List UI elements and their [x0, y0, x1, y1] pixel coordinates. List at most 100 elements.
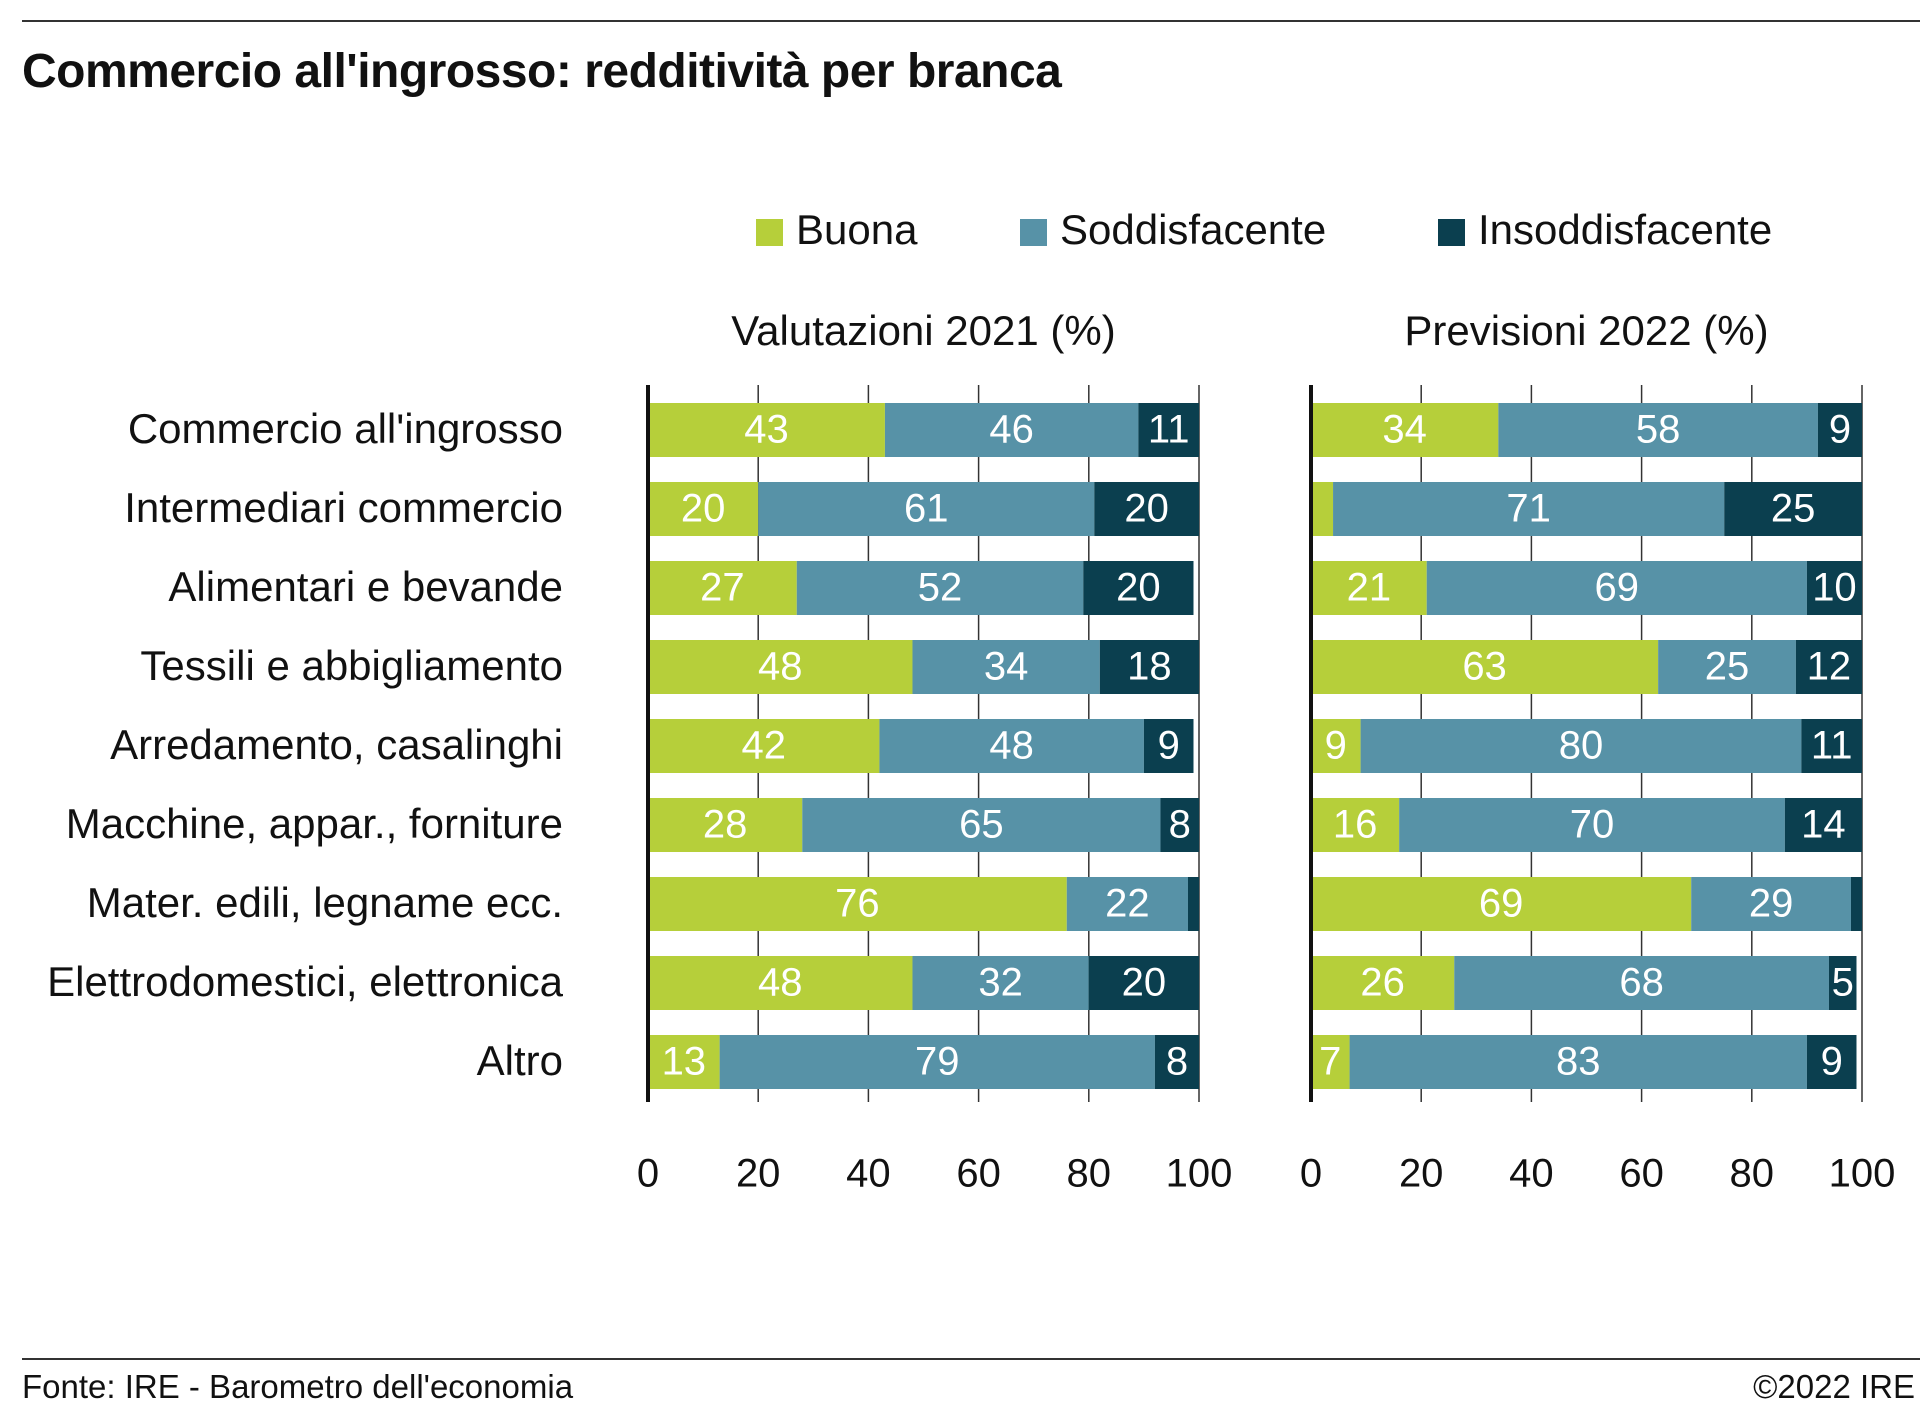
bar-segment: [1154, 1035, 1199, 1089]
bar-segment: [1806, 561, 1862, 615]
x-tick-label: 20: [736, 1152, 781, 1196]
bar-segment: [1817, 403, 1862, 457]
bar-segment: [648, 1035, 720, 1089]
data-label: 43: [744, 408, 789, 452]
bar-segment: [648, 956, 913, 1010]
bar-segment: [1094, 482, 1199, 536]
data-label: 32: [978, 961, 1023, 1005]
bar-segment: [719, 1035, 1155, 1089]
data-label: 48: [758, 645, 803, 689]
data-label: 26: [1360, 961, 1405, 1005]
bar-segment: [1099, 640, 1199, 694]
data-label: 18: [1127, 645, 1172, 689]
bar-segment: [1399, 798, 1785, 852]
category-label: Elettrodomestici, elettronica: [47, 958, 564, 1005]
category-label: Tessili e abbigliamento: [140, 642, 563, 689]
bar-segment: [648, 798, 803, 852]
data-label: 13: [662, 1040, 707, 1084]
x-tick-label: 60: [1619, 1152, 1664, 1196]
data-label: 48: [989, 724, 1034, 768]
data-label: 9: [1821, 1040, 1843, 1084]
data-label: 20: [1122, 961, 1167, 1005]
bar-segment: [1360, 719, 1802, 773]
bar-segment: [1850, 877, 1862, 931]
data-label: 29: [1749, 882, 1794, 926]
data-label: 28: [703, 803, 748, 847]
bar-segment: [1160, 798, 1199, 852]
bar-segment: [1083, 561, 1194, 615]
bar-segment: [1311, 956, 1455, 1010]
bar-segment: [802, 798, 1161, 852]
bar-segment: [1426, 561, 1807, 615]
data-label: 76: [835, 882, 880, 926]
bar-segment: [1311, 482, 1334, 536]
bar-segment: [884, 403, 1139, 457]
data-label: 70: [1570, 803, 1615, 847]
bar-segment: [1138, 403, 1199, 457]
bar-segment: [1311, 640, 1659, 694]
data-label: 52: [918, 566, 963, 610]
data-label: 46: [989, 408, 1034, 452]
bar-segment: [1498, 403, 1818, 457]
category-label: Intermediari commercio: [124, 484, 563, 531]
bar-segment: [1187, 877, 1199, 931]
data-label: 14: [1801, 803, 1846, 847]
x-tick-label: 60: [956, 1152, 1001, 1196]
data-label: 9: [1829, 408, 1851, 452]
bar-segment: [796, 561, 1084, 615]
x-tick-label: 100: [1166, 1152, 1233, 1196]
data-label: 25: [1705, 645, 1750, 689]
x-tick-label: 40: [1509, 1152, 1554, 1196]
bar-segment: [912, 640, 1100, 694]
bar-segment: [758, 482, 1095, 536]
data-label: 5: [1832, 961, 1854, 1005]
bar-segment: [1311, 719, 1361, 773]
bar-segment: [879, 719, 1144, 773]
bar-segment: [912, 956, 1089, 1010]
top-rule: [22, 20, 1920, 22]
legend-swatch-1: [756, 219, 783, 246]
data-label: 83: [1556, 1040, 1601, 1084]
bar-segment: [1311, 561, 1427, 615]
bar-segment: [648, 877, 1067, 931]
x-tick-label: 80: [1730, 1152, 1775, 1196]
bar-segment: [1658, 640, 1796, 694]
bar-segment: [1311, 798, 1400, 852]
data-label: 42: [741, 724, 786, 768]
data-label: 69: [1479, 882, 1524, 926]
data-label: 21: [1347, 566, 1392, 610]
category-label: Mater. edili, legname ecc.: [87, 879, 563, 926]
data-label: 9: [1325, 724, 1347, 768]
x-tick-label: 20: [1399, 1152, 1444, 1196]
category-label: Altro: [477, 1037, 563, 1084]
data-label: 69: [1595, 566, 1640, 610]
panel-title-2: Previsioni 2022 (%): [1404, 307, 1768, 354]
bar-segment: [1311, 1035, 1350, 1089]
data-label: 34: [1382, 408, 1427, 452]
legend-label-3: Insoddisfacente: [1478, 206, 1772, 253]
category-label: Arredamento, casalinghi: [110, 721, 563, 768]
data-label: 61: [904, 487, 949, 531]
category-label: Macchine, appar., forniture: [66, 800, 563, 847]
legend-swatch-2: [1020, 219, 1047, 246]
bar-segment: [1349, 1035, 1807, 1089]
bar-segment: [1806, 1035, 1857, 1089]
bottom-rule: [22, 1358, 1920, 1360]
data-label: 16: [1333, 803, 1378, 847]
data-label: 8: [1166, 1040, 1188, 1084]
legend-swatch-3: [1438, 219, 1465, 246]
x-tick-label: 100: [1829, 1152, 1896, 1196]
chart-title: Commercio all'ingrosso: redditività per …: [22, 45, 1062, 98]
x-tick-label: 40: [846, 1152, 891, 1196]
legend-label-1: Buona: [796, 206, 918, 253]
data-label: 22: [1105, 882, 1150, 926]
panel-title-1: Valutazioni 2021 (%): [731, 307, 1115, 354]
bar-segment: [1691, 877, 1851, 931]
x-tick-label: 80: [1067, 1152, 1112, 1196]
data-label: 71: [1506, 487, 1551, 531]
data-label: 48: [758, 961, 803, 1005]
bar-segment: [648, 719, 880, 773]
data-label: 11: [1148, 408, 1190, 452]
bar-segment: [1311, 877, 1692, 931]
x-tick-label: 0: [637, 1152, 659, 1196]
